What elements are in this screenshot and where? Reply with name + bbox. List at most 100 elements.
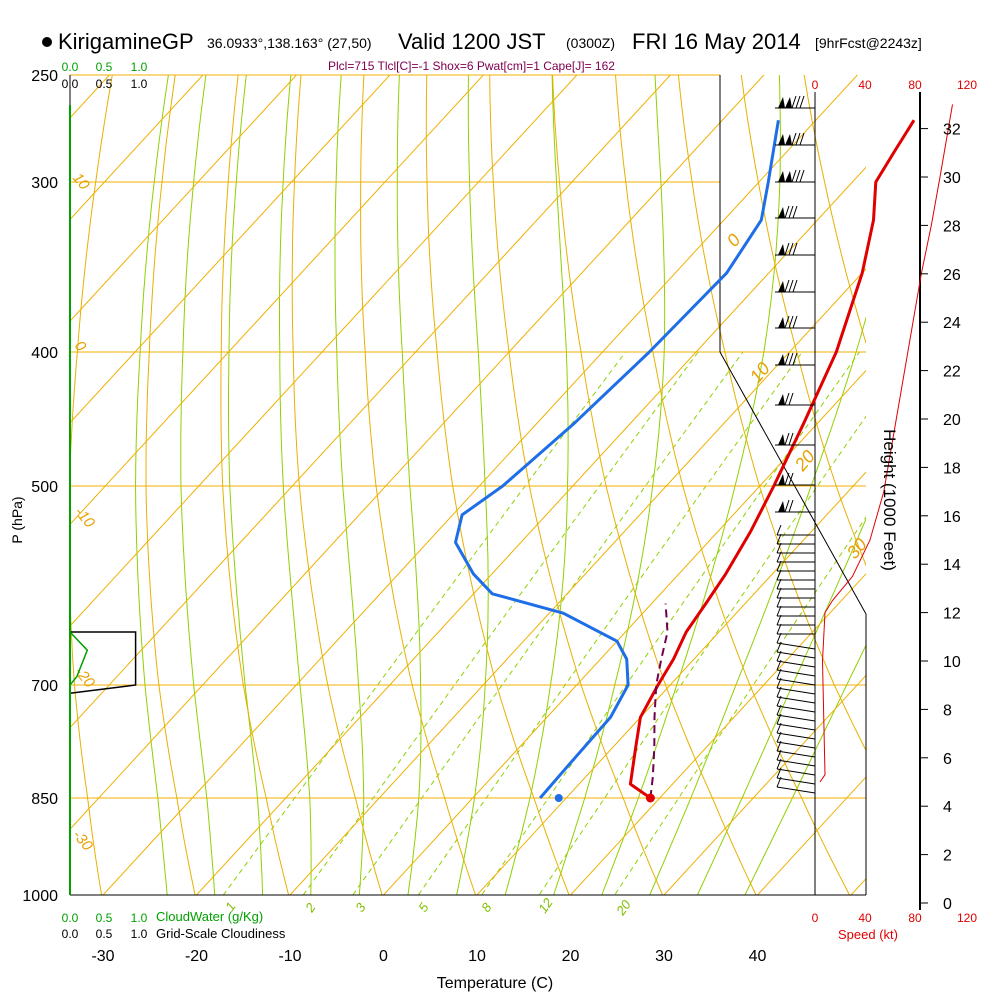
dry-adiabat-line <box>987 51 1000 924</box>
cloudwater-tick-label-bottom: 0.0 <box>62 911 79 925</box>
speed-tick-label-bottom: 80 <box>908 911 922 925</box>
wind-barb-feather <box>788 279 794 293</box>
wind-barb <box>775 432 815 446</box>
wind-barb-feather <box>776 776 782 788</box>
isotherm-line <box>756 776 866 895</box>
wind-barb-feather <box>776 758 782 770</box>
wind-barb <box>776 596 815 608</box>
wind-barb-feather <box>792 205 798 219</box>
dry-adiabat-label: 0 <box>71 338 90 356</box>
wind-barb-staff <box>776 750 816 758</box>
wind-barb-feather <box>776 650 782 662</box>
height-tick-label: 26 <box>943 267 961 284</box>
height-tick-label: 32 <box>943 122 961 139</box>
wind-barb-feather <box>776 533 782 545</box>
cloudiness-tick-label-bottom: 0.0 <box>62 927 79 941</box>
dry-adiabat-line <box>740 75 866 567</box>
speed-tick-label-bottom: 120 <box>957 911 977 925</box>
wind-barb <box>776 524 815 536</box>
wind-barb-feather <box>776 524 782 536</box>
pressure-tick-label: 300 <box>31 175 58 192</box>
header: KirigamineGP 36.0933°,138.163° (27,50) V… <box>42 29 922 73</box>
wind-barb <box>775 205 815 219</box>
wind-barb <box>776 533 815 545</box>
mixing-ratio-line <box>352 351 744 895</box>
wind-barb <box>776 632 816 650</box>
station-name: KirigamineGP <box>58 29 194 54</box>
isotherm-line <box>569 573 866 895</box>
mixing-ratio-lines <box>222 351 866 895</box>
mixing-ratio-label: 3 <box>352 900 369 915</box>
wind-barb-feather <box>788 472 794 486</box>
wind-barb-feather <box>799 95 805 109</box>
height-tick-label: 0 <box>943 896 952 913</box>
wind-barb-feather <box>799 169 805 183</box>
wind-barb-flag <box>778 134 785 145</box>
dry-adiabat-label: 10 <box>69 170 93 194</box>
moist-adiabat-line <box>649 315 866 895</box>
wind-barb-staff <box>776 768 816 776</box>
wind-barb-staff <box>776 696 816 704</box>
height-tick-label: 4 <box>943 799 952 816</box>
wind-barb-flag <box>778 281 785 292</box>
moist-adiabat-line <box>504 75 569 895</box>
wind-barb-staff <box>776 741 816 749</box>
wind-barb <box>776 578 815 590</box>
wind-barb-flag <box>785 134 792 145</box>
cloudwater-tick-label-top: 0.5 <box>96 60 113 74</box>
wind-barb <box>776 686 816 704</box>
pressure-tick-label: 1000 <box>22 888 58 905</box>
wind-barb-feather <box>776 713 782 725</box>
cloudiness-profile <box>69 631 137 695</box>
dry-adiabat-line <box>220 75 290 895</box>
temperature-tick-label: 30 <box>655 948 673 965</box>
wind-barb-feather <box>776 542 782 554</box>
valid-time: Valid 1200 JST <box>398 29 546 54</box>
wind-barb-feather <box>784 352 790 366</box>
wind-barb-feather <box>784 242 790 256</box>
wind-barb-feather <box>792 242 798 256</box>
wind-barb-feather <box>795 95 801 109</box>
wind-barb <box>776 641 816 659</box>
wind-speed-panel <box>819 104 953 783</box>
isotherm-line <box>663 674 866 895</box>
wind-barb-feather <box>776 560 782 572</box>
wind-barb <box>776 695 816 713</box>
height-tick-label: 16 <box>943 509 961 526</box>
height-tick-label: 20 <box>943 412 961 429</box>
wind-barb-feather <box>776 614 782 626</box>
height-tick-label: 8 <box>943 702 952 719</box>
valid-utc: (0300Z) <box>566 35 615 51</box>
mixing-ratio-label: 2 <box>302 900 319 916</box>
valid-date: FRI 16 May 2014 <box>632 29 801 54</box>
moist-adiabat-line <box>744 644 866 895</box>
wind-barb-feather <box>784 392 790 406</box>
isotherm-line <box>70 75 578 627</box>
pressure-tick-label: 700 <box>31 678 58 695</box>
wind-barb-flag <box>785 97 792 108</box>
dry-adiabat-line <box>552 75 757 895</box>
wind-barb-feather <box>788 499 794 513</box>
height-tick-label: 2 <box>943 848 952 865</box>
wind-barb-feather <box>776 686 782 698</box>
wind-barb-feather <box>776 632 782 644</box>
forecast-tag: [9hrFcst@2243z] <box>815 35 922 51</box>
wind-barb <box>775 242 815 256</box>
wind-barb-feather <box>776 578 782 590</box>
wind-barb-flag <box>778 317 785 328</box>
height-axis-label: Height (1000 Feet) <box>880 429 899 571</box>
cloudiness-tick-label-top: 1.0 <box>131 77 148 91</box>
dewpoint-profile <box>454 119 780 799</box>
mixing-ratio-line <box>538 415 866 895</box>
isotherm-line <box>102 75 859 895</box>
temperature-tick-label: 0 <box>379 948 388 965</box>
wind-barb-flag <box>778 354 785 365</box>
wind-barb <box>775 279 815 293</box>
temperature-profile <box>628 119 916 800</box>
moist-adiabat-line <box>180 75 216 895</box>
wind-barb <box>776 560 815 572</box>
height-tick-label: 30 <box>943 170 961 187</box>
wind-barb-feather <box>784 472 790 486</box>
wind-barb <box>775 132 815 146</box>
